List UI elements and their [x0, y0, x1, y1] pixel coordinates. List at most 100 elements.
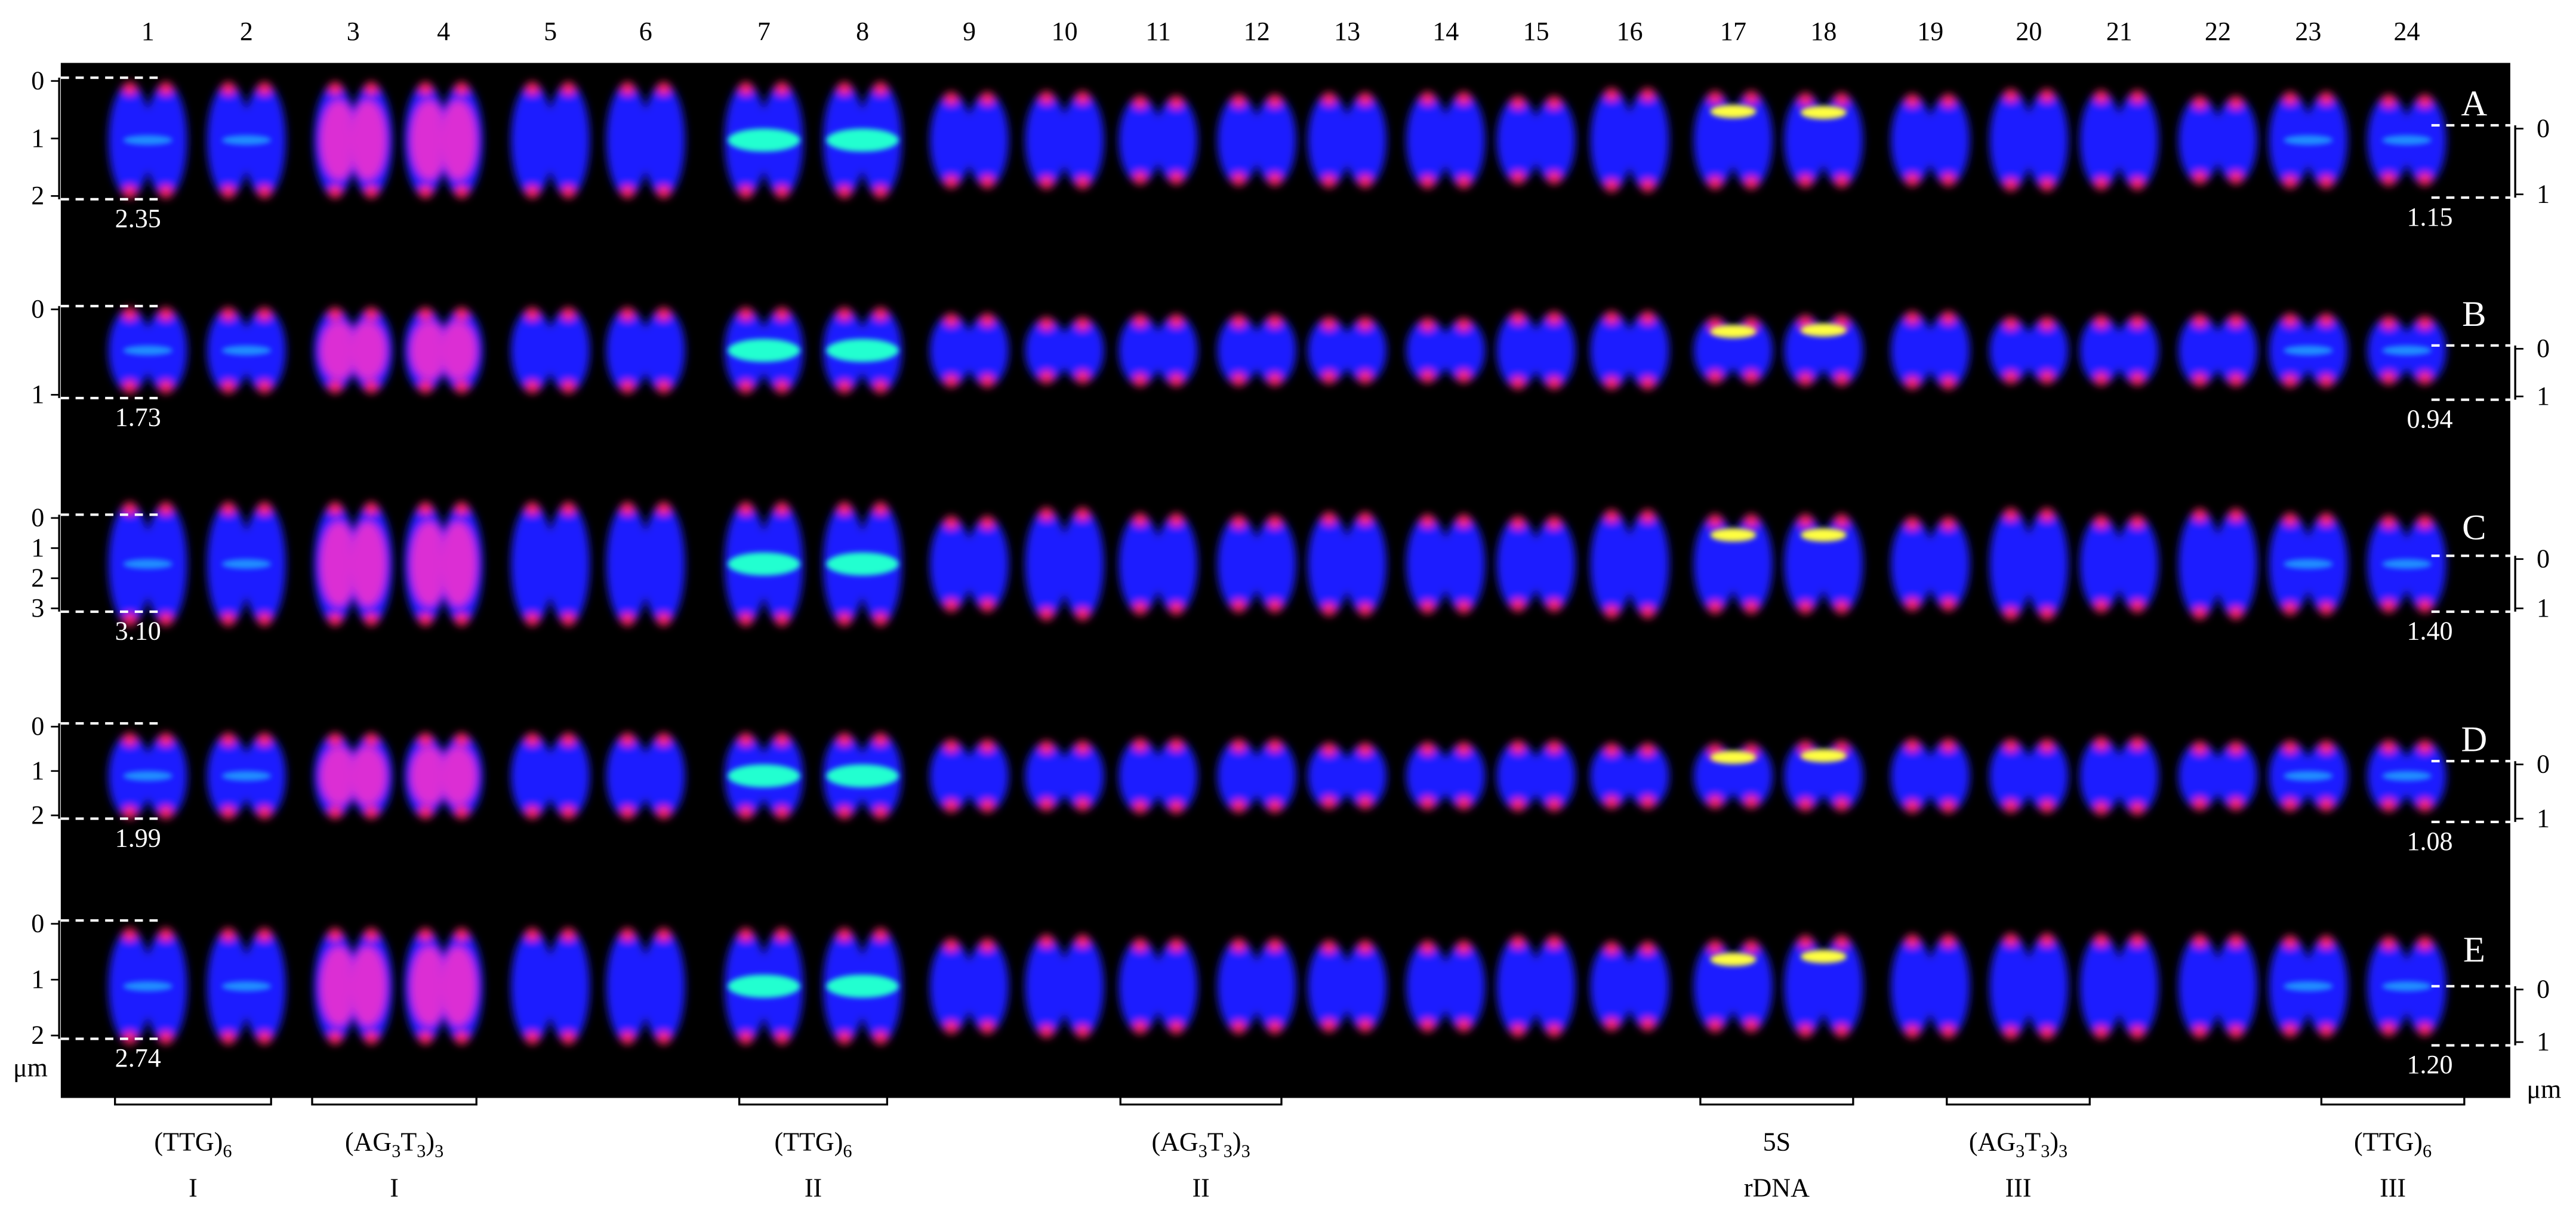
probe-part: 3: [417, 1141, 426, 1162]
telomere: [739, 185, 753, 199]
chromosome-pair: [1118, 738, 1198, 814]
telomere: [1799, 174, 1813, 188]
group-bracket: [311, 1087, 477, 1106]
telomere: [1547, 95, 1561, 109]
telomere: [1358, 603, 1372, 617]
chromosome-pair: [1118, 314, 1198, 387]
chromatid: [1217, 740, 1261, 812]
chromosome-length: 1.20: [2406, 1050, 2452, 1079]
telomere: [2094, 177, 2108, 190]
group-name: II: [1192, 1173, 1209, 1203]
telomere: [1605, 605, 1619, 619]
telomere: [1511, 376, 1525, 390]
signal: [1800, 323, 1847, 337]
telomere: [2382, 599, 2396, 613]
signal: [1710, 528, 1757, 542]
chromatid: [1496, 742, 1540, 810]
telomere: [328, 612, 342, 626]
chromatid: [2116, 738, 2159, 814]
telomere: [657, 612, 671, 626]
telomere: [258, 307, 272, 321]
telomere: [2131, 599, 2144, 613]
telomere: [944, 599, 958, 612]
signal: [221, 771, 272, 781]
chromosome-pair: [1496, 935, 1576, 1037]
telomere: [1942, 516, 1955, 530]
probe-label: (AG3T3)3: [1969, 1127, 2067, 1162]
telomere: [1268, 800, 1281, 814]
telomere: [2040, 1026, 2054, 1040]
chromosome-pair: [1891, 934, 1970, 1039]
scale-tick-label: 3: [31, 593, 44, 623]
chromosome-pair: [929, 313, 1009, 388]
telomere: [525, 185, 539, 199]
telomere: [1799, 315, 1813, 328]
signal: [2382, 559, 2432, 569]
telomere: [2319, 91, 2333, 105]
telomere: [775, 501, 789, 515]
chromatid: [2214, 743, 2258, 809]
signal: [320, 100, 357, 180]
telomere: [1942, 738, 1955, 752]
unit-label: μm: [13, 1053, 48, 1083]
telomere: [1358, 512, 1372, 525]
chromatid: [2214, 935, 2258, 1037]
chromosome-pair: [404, 928, 483, 1045]
telomere: [2094, 934, 2108, 947]
probe-part: ): [2050, 1127, 2059, 1157]
chromosome-length: 1.99: [115, 823, 161, 852]
signal: [221, 135, 272, 146]
telomere: [1040, 91, 1053, 104]
telomere: [1040, 175, 1053, 189]
telomere: [1745, 370, 1758, 384]
telomere: [1358, 940, 1372, 954]
telomere: [1457, 91, 1471, 105]
telomere: [2040, 88, 2054, 102]
telomere: [1232, 314, 1246, 328]
telomere: [1905, 173, 1919, 187]
chromosome-pair: [2178, 314, 2258, 387]
chromosome-pair: [2178, 95, 2258, 184]
chromatid: [929, 517, 973, 611]
scale-tick-label: 0: [31, 711, 44, 741]
chromosome-pair: [1406, 742, 1486, 810]
telomere: [1835, 935, 1848, 948]
signal: [2284, 559, 2333, 569]
probe-label: (TTG)6: [2354, 1127, 2432, 1162]
scale-tick-label: 2: [31, 563, 44, 593]
telomere: [874, 380, 888, 394]
telomere: [1641, 743, 1654, 756]
telomere: [525, 732, 539, 746]
telomere: [221, 732, 235, 746]
scale-tick-label: 1: [2537, 593, 2550, 623]
chromatid: [2079, 516, 2123, 612]
telomere: [2229, 95, 2243, 109]
telomere: [837, 82, 851, 95]
group-bracket: [114, 1087, 272, 1106]
column-number: 6: [639, 17, 652, 46]
telomere: [1322, 512, 1336, 525]
chromatid: [1496, 313, 1540, 388]
row-label: B: [2462, 294, 2486, 334]
telomere: [1942, 597, 1955, 611]
telomere: [1835, 514, 1848, 528]
chromatid: [1061, 318, 1104, 383]
telomere: [2004, 371, 2018, 384]
signal: [2382, 771, 2432, 781]
scale-tick-label: 1: [2537, 803, 2550, 833]
probe-part: (AG: [1969, 1127, 2016, 1157]
telomere: [1421, 1019, 1434, 1033]
telomere: [1268, 373, 1281, 387]
chromatid: [2025, 509, 2069, 619]
telomere: [657, 380, 671, 394]
telomere: [159, 612, 173, 626]
telomere: [981, 739, 994, 753]
signal: [2284, 135, 2333, 146]
chromatid: [929, 315, 973, 386]
telomere: [418, 1031, 432, 1045]
telomere: [1169, 95, 1183, 109]
chromatid: [1927, 518, 1970, 610]
telomere: [365, 82, 378, 95]
chromatid: [1061, 936, 1104, 1037]
telomere: [1641, 311, 1654, 325]
